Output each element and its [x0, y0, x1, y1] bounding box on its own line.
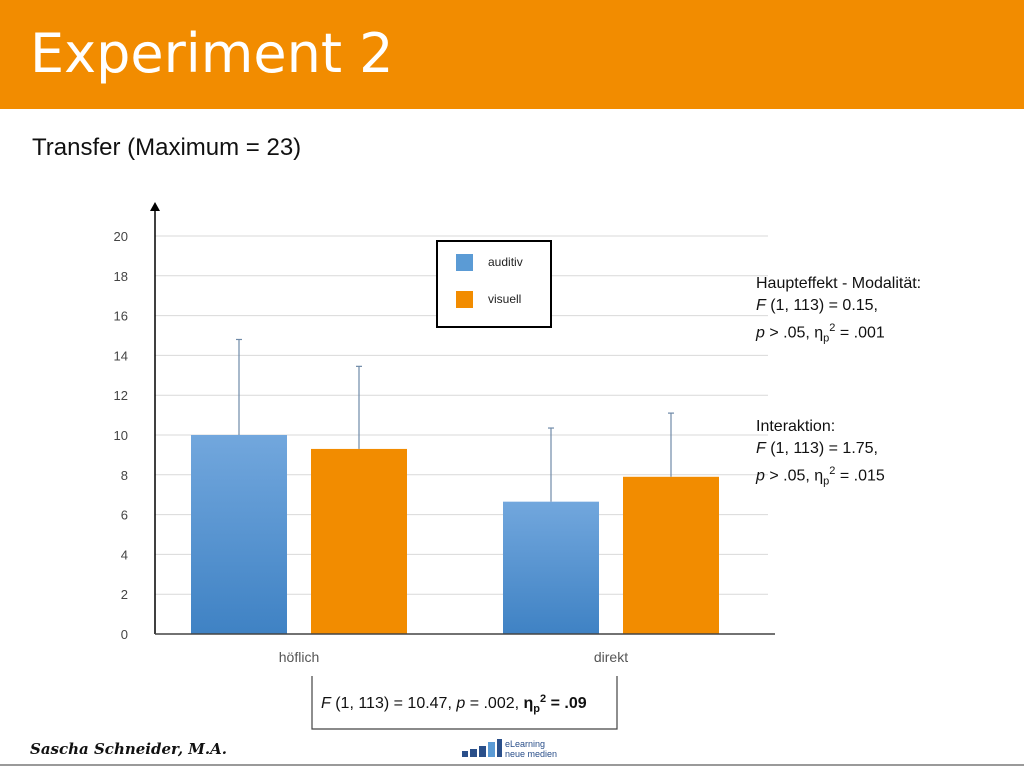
main-effect-heading: Haupteffekt - Modalität:	[756, 275, 922, 292]
bar-visuell-1	[623, 476, 719, 634]
politeness-part1: (1, 113) = 10.47,	[331, 695, 457, 712]
legend: auditiv visuell	[436, 240, 552, 328]
y-tick-label-5: 10	[114, 428, 128, 443]
footer-divider	[0, 764, 1024, 766]
main-effect-f-line: F (1, 113) = 0.15,	[756, 295, 921, 317]
politeness-part3: = .09	[546, 695, 587, 712]
interaction-f-value: (1, 113) = 1.75,	[765, 440, 878, 457]
interaction-heading: Interaktion:	[756, 418, 836, 435]
bar-auditiv-1	[503, 501, 599, 634]
title-bar: Experiment 2	[0, 0, 1024, 109]
x-category-label-0: höflich	[279, 649, 319, 665]
logo-line2: neue medien	[505, 749, 558, 759]
main-effect-f-value: (1, 113) = 0.15,	[765, 297, 878, 314]
main-effect-p-value: > .05, η	[764, 324, 824, 342]
slide-subtitle: Transfer (Maximum = 23)	[32, 134, 302, 161]
bar-auditiv-0	[191, 435, 287, 634]
y-tick-label-7: 14	[114, 348, 128, 363]
y-tick-label-2: 4	[121, 547, 128, 562]
politeness-eta: η	[524, 695, 534, 712]
main-effect-p-symbol: p	[756, 324, 765, 342]
legend-label-visuell: visuell	[488, 292, 521, 306]
main-effect-p-line: p > .05, ηp2 = .001	[756, 317, 921, 350]
slide-title: Experiment 2	[30, 22, 394, 85]
elearning-logo-text: eLearning neue medien	[505, 739, 557, 759]
main-effect-eta-value: = .001	[835, 324, 885, 342]
interaction-f-line: F (1, 113) = 1.75,	[756, 438, 885, 460]
politeness-eta-sup: 2	[540, 693, 546, 705]
y-tick-label-10: 20	[114, 229, 128, 244]
interaction-eta-value: = .015	[835, 467, 885, 485]
y-tick-label-6: 12	[114, 388, 128, 403]
interaction-f-symbol: F	[756, 440, 766, 457]
interaction-annotation: Interaktion: F (1, 113) = 1.75, p > .05,…	[756, 416, 885, 493]
logo-line1: eLearning	[505, 739, 546, 749]
politeness-p-symbol: p	[455, 695, 465, 712]
interaction-eta-sup: 2	[829, 465, 836, 477]
legend-label-auditiv: auditiv	[488, 255, 523, 269]
y-tick-label-4: 8	[121, 468, 128, 483]
significance-bracket	[311, 676, 618, 730]
y-tick-label-9: 18	[114, 269, 128, 284]
main-effect-eta-sup: 2	[829, 322, 836, 334]
interaction-p-line: p > .05, ηp2 = .015	[756, 460, 885, 493]
y-tick-label-0: 0	[121, 627, 128, 642]
interaction-p-value: > .05, η	[764, 467, 824, 485]
main-effect-eta-sub: p	[823, 332, 830, 345]
y-tick-label-8: 16	[114, 309, 128, 324]
bar-visuell-0	[311, 448, 407, 634]
interaction-eta-sub: p	[823, 475, 830, 488]
x-category-label-1: direkt	[594, 649, 628, 665]
main-effect-f-symbol: F	[756, 297, 766, 314]
main-effect-annotation: Haupteffekt - Modalität: F (1, 113) = 0.…	[756, 273, 921, 350]
legend-swatch-auditiv	[456, 254, 473, 271]
interaction-p-symbol: p	[756, 467, 765, 485]
legend-box	[436, 240, 552, 328]
politeness-eta-sub: p	[533, 703, 540, 715]
legend-swatch-visuell	[456, 291, 473, 308]
y-tick-label-3: 6	[121, 508, 128, 523]
politeness-f-symbol: F	[321, 695, 332, 712]
politeness-effect-stat: F (1, 113) = 10.47, p = .002, ηp2 = .09	[321, 693, 587, 715]
y-axis-arrow-icon	[150, 202, 160, 211]
footer-author: Sascha Schneider, M.A.	[30, 740, 227, 758]
politeness-part2: = .002,	[465, 695, 523, 712]
elearning-logo-icon	[462, 739, 502, 757]
y-tick-label-1: 2	[121, 587, 128, 602]
